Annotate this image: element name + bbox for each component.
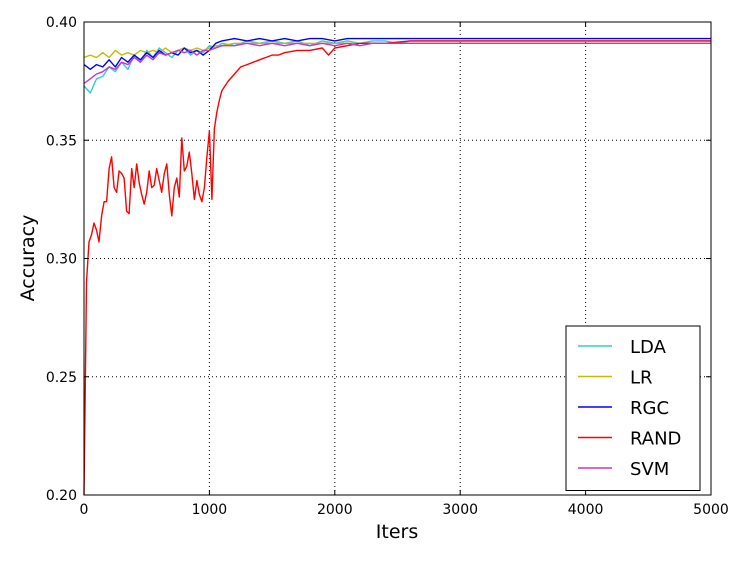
legend-label-rand: RAND <box>630 429 681 450</box>
series-lines <box>83 37 711 496</box>
legend-label-lda: LDA <box>630 337 667 358</box>
x-tick-label: 4000 <box>568 502 604 518</box>
x-tick-label: 2000 <box>317 502 353 518</box>
x-axis-title: Iters <box>376 521 418 543</box>
x-tick-label: 0 <box>80 502 89 518</box>
x-tick-label: 5000 <box>693 502 729 518</box>
legend-label-rgc: RGC <box>630 398 669 419</box>
legend: LDA LR RGC RAND SVM <box>565 325 701 491</box>
y-tick-label: 0.40 <box>46 15 77 31</box>
series-line-rand <box>83 40 711 496</box>
x-tick-label: 1000 <box>192 502 228 518</box>
x-tick-label: 3000 <box>442 502 478 518</box>
y-tick-label: 0.20 <box>46 488 77 504</box>
legend-box <box>565 325 701 491</box>
y-tick-label: 0.35 <box>46 133 77 149</box>
legend-label-svm: SVM <box>630 459 669 480</box>
legend-label-lr: LR <box>630 368 653 389</box>
axis-ticks: 0 1000 2000 3000 4000 5000 0.20 0.25 0.30 0.35 0.4… <box>46 15 729 518</box>
y-tick-label: 0.25 <box>46 370 77 386</box>
series-line-rgc <box>83 37 711 71</box>
y-axis-title: Accuracy <box>17 215 39 302</box>
y-tick-label: 0.30 <box>46 252 77 268</box>
series-line-svm <box>83 42 711 85</box>
grid-lines <box>84 22 711 495</box>
